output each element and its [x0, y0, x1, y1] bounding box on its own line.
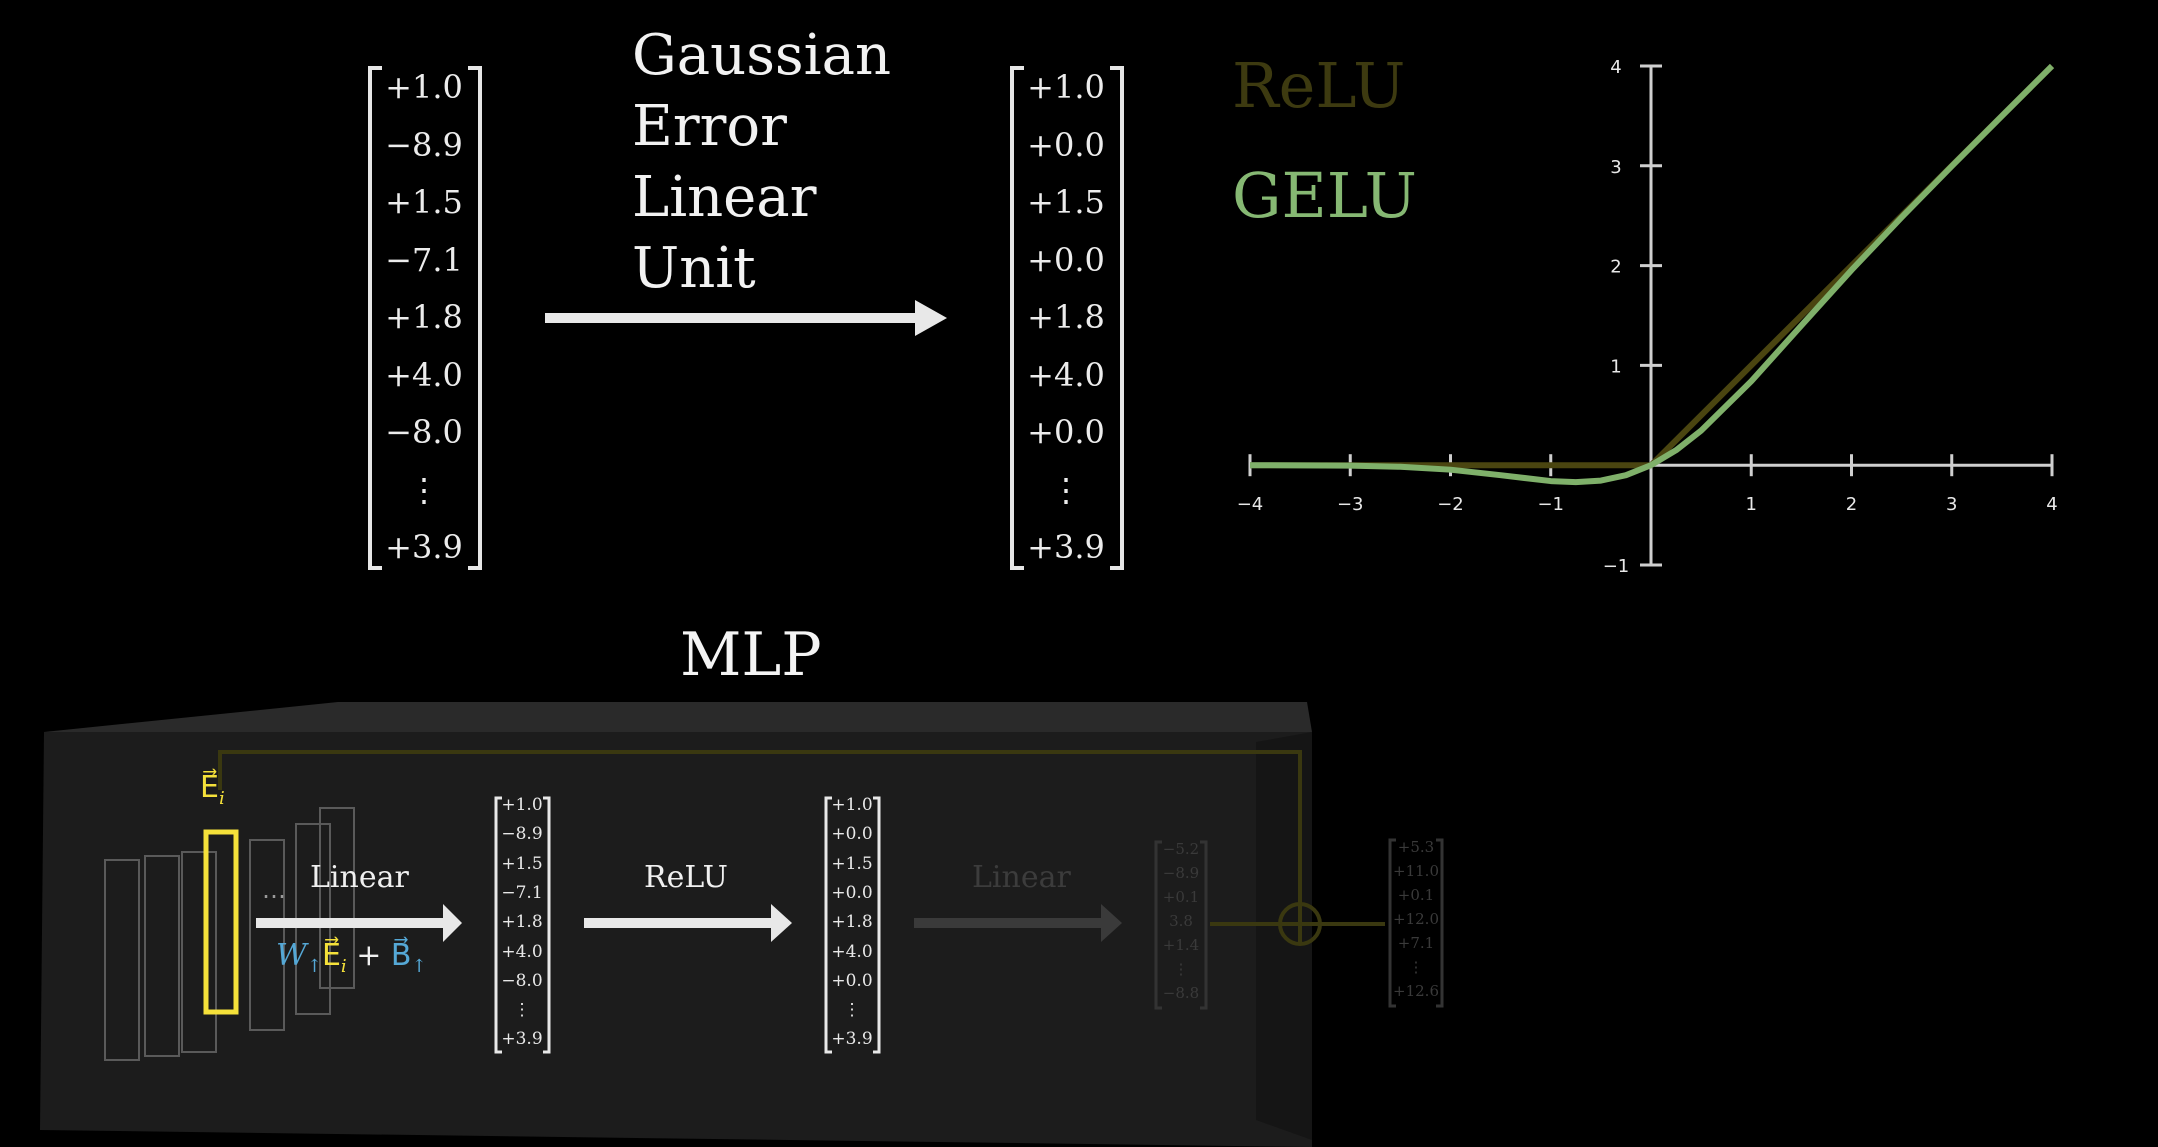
ellipsis: ⋯: [262, 882, 286, 910]
vector-entry: +1.8: [831, 912, 873, 933]
vector-entry: +1.0: [1027, 68, 1105, 106]
x-tick-label: 2: [1846, 494, 1857, 515]
vector-entry: ⋮: [1050, 470, 1082, 509]
faded-vector-right-bracket: [1200, 840, 1208, 1010]
y-tick-label: 4: [1610, 57, 1621, 78]
vector-entry: 3.8: [1169, 912, 1193, 930]
vector-entry: +0.0: [1027, 413, 1105, 451]
vector-entry: +1.4: [1162, 936, 1200, 954]
vector-entry: +3.9: [501, 1029, 543, 1050]
hidden-vector-right-bracket: [543, 796, 551, 1054]
relu-vector-right-bracket: [873, 796, 881, 1054]
right-bracket: [1110, 66, 1124, 570]
vector-entry: +12.0: [1393, 910, 1439, 928]
vector-entry: −8.0: [385, 413, 463, 451]
vector-entry: −8.9: [385, 125, 463, 164]
x-tick-label: 3: [1946, 494, 1957, 515]
faded-vector-left-bracket: [1154, 840, 1162, 1010]
vector-entry: +11.0: [1393, 862, 1439, 880]
vector-entry: +1.8: [501, 912, 543, 933]
right-bracket: [468, 66, 482, 570]
relu-vector-left-bracket: [824, 796, 832, 1054]
vector-entry: +1.5: [831, 853, 873, 874]
vector-entry: −7.1: [501, 882, 543, 903]
vector-entry: −7.1: [385, 240, 463, 279]
vector-entry: +0.1: [1162, 888, 1200, 906]
vector-entry: +4.0: [501, 941, 543, 962]
vector-entry: +7.1: [1397, 934, 1435, 952]
vector-entry: +0.0: [831, 882, 873, 903]
vector-entry: +4.0: [385, 355, 463, 394]
title-word: Unit: [632, 236, 756, 301]
vector-entry: +1.0: [385, 68, 463, 106]
vector-entry: +4.0: [1027, 355, 1105, 394]
sum-vector-right-bracket: [1436, 838, 1444, 1008]
vector-entry: +3.9: [1027, 528, 1105, 566]
relu-legend: ReLU: [1232, 49, 1406, 122]
left-bracket: [368, 66, 382, 570]
embedding-label: E⃗i: [200, 770, 225, 809]
vector-entry: −8.8: [1162, 984, 1200, 1002]
x-tick-label: −1: [1537, 494, 1564, 515]
x-tick-label: 1: [1746, 494, 1757, 515]
vector-entry: +1.8: [1027, 298, 1105, 336]
vector-entry: ⋮: [1408, 958, 1424, 976]
vector-entry: ⋮: [843, 1000, 861, 1021]
vector-entry: +3.9: [831, 1029, 873, 1050]
ghost-linear-arrow: [914, 918, 1104, 928]
y-tick-label: 2: [1610, 257, 1621, 278]
left-bracket: [1010, 66, 1024, 570]
title-word: Linear: [632, 165, 817, 230]
x-tick-label: −4: [1237, 494, 1264, 515]
vector-entry: +1.5: [385, 183, 463, 221]
vector-entry: ⋮: [513, 1000, 531, 1021]
title-word: Error: [632, 94, 787, 159]
embedding-column-highlight: [203, 829, 239, 1015]
title-word: Gaussian: [632, 23, 892, 88]
vector-entry: +0.0: [831, 970, 873, 991]
relu-label: ReLU: [644, 860, 728, 895]
relu-arrow: [584, 918, 774, 928]
vector-entry: +0.0: [831, 824, 873, 845]
y-tick-label: 1: [1610, 356, 1621, 377]
box-top-face: [44, 702, 1312, 732]
vector-entry: +4.0: [831, 941, 873, 962]
sum-vector-left-bracket: [1388, 838, 1396, 1008]
vector-entry: +1.0: [501, 795, 543, 815]
vector-entry: +1.5: [501, 853, 543, 874]
vector-entry: −8.9: [501, 824, 543, 845]
linear-label: Linear: [310, 860, 409, 895]
x-tick-label: 4: [2046, 494, 2057, 515]
gelu-curve: [1249, 63, 2055, 486]
vector-entry: ⋮: [1173, 960, 1189, 978]
vector-entry: +0.0: [1027, 125, 1105, 164]
ghost-linear-label: Linear: [972, 860, 1071, 895]
vector-entry: +0.1: [1397, 886, 1435, 904]
gelu-legend: GELU: [1232, 159, 1417, 232]
hidden-vector-left-bracket: [494, 796, 502, 1054]
y-tick-label: −1: [1603, 556, 1630, 577]
vector-entry: −5.2: [1162, 840, 1200, 858]
activation-chart: −4 −3 −2 −1 1 2 3 4 4 3 2 1 −1: [1237, 57, 2058, 577]
vector-entry: +1.5: [1027, 183, 1105, 221]
vector-entry: −8.0: [501, 970, 543, 991]
vector-entry: ⋮: [408, 470, 440, 509]
vector-entry: +12.6: [1393, 982, 1439, 1000]
vector-entry: +3.9: [385, 528, 463, 566]
x-tick-label: −2: [1437, 494, 1464, 515]
vector-entry: −8.9: [1162, 864, 1200, 882]
y-tick-label: 3: [1610, 157, 1621, 178]
vector-entry: +1.0: [831, 795, 873, 815]
vector-entry: +1.8: [385, 298, 463, 336]
vector-entry: +0.0: [1027, 240, 1105, 279]
box-front-face: [40, 732, 1312, 1147]
mlp-title: MLP: [680, 620, 822, 690]
linear-formula: W↑E⃗i + B⃗↑: [276, 938, 427, 977]
vector-entry: +5.3: [1397, 838, 1435, 856]
x-tick-label: −3: [1337, 494, 1364, 515]
residual-path: [218, 750, 1302, 924]
linear-arrow: [256, 918, 446, 928]
